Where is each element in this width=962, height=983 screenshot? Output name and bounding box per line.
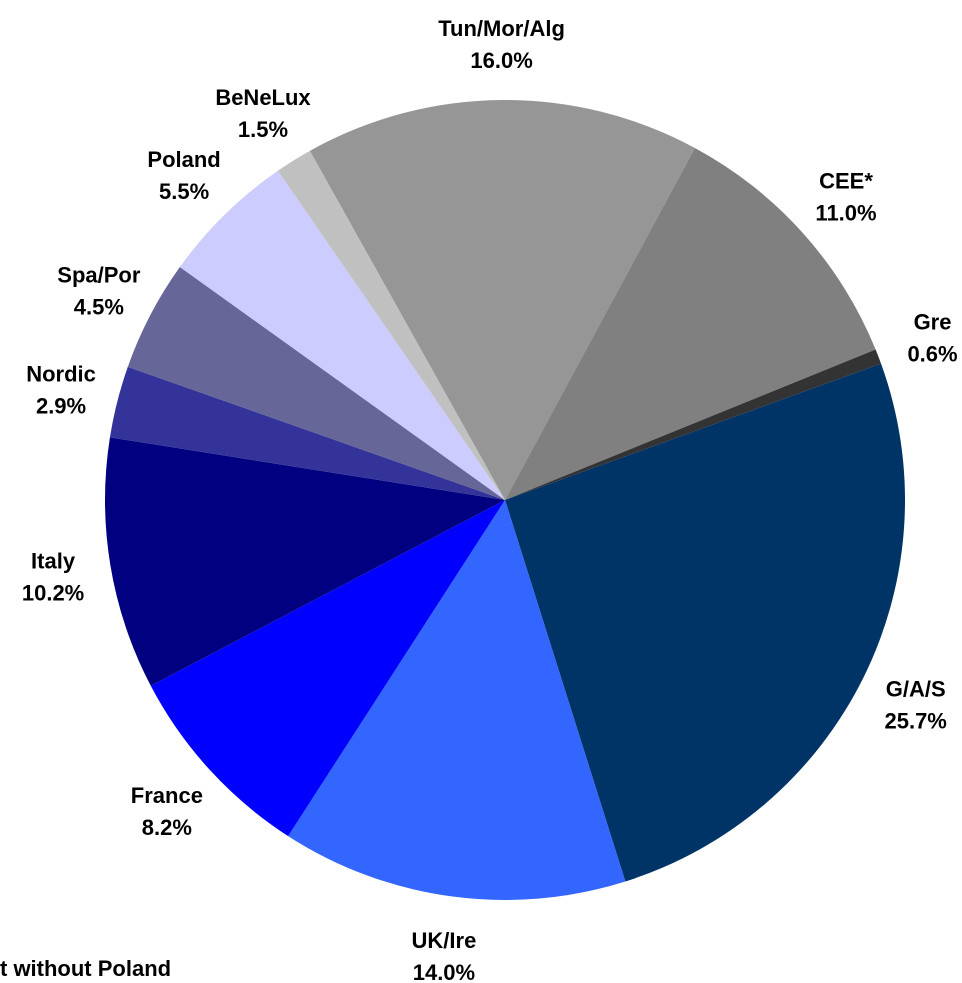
slice-value-label: 8.2% [142, 815, 192, 840]
slice-value-label: 1.5% [238, 117, 288, 142]
slice-value-label: 4.5% [74, 294, 124, 319]
slice-label: France [131, 783, 203, 808]
slice-value-label: 5.5% [159, 179, 209, 204]
pie-slice [277, 150, 505, 500]
pie-slice [309, 100, 695, 501]
pie-slice [150, 500, 506, 837]
pie-slice [505, 349, 882, 500]
pie-slice [505, 363, 905, 882]
slice-label: UK/Ire [412, 928, 477, 953]
pie-slice [505, 147, 876, 500]
pie-slice [105, 437, 505, 686]
slice-value-label: 16.0% [470, 48, 532, 73]
slice-label: BeNeLux [215, 85, 311, 110]
slice-value-label: 25.7% [884, 709, 946, 734]
slice-value-label: 14.0% [413, 960, 475, 983]
slice-label: CEE* [819, 168, 873, 193]
pie-slice [179, 170, 505, 501]
slice-label: Spa/Por [57, 262, 141, 287]
pie-slice [109, 366, 505, 500]
footnote: t without Poland [0, 956, 171, 981]
slice-value-label: 11.0% [815, 200, 876, 225]
slice-label: Tun/Mor/Alg [438, 16, 565, 41]
slice-label: G/A/S [886, 677, 946, 702]
slice-label: Poland [147, 147, 220, 172]
slice-label: Nordic [26, 361, 96, 386]
slice-label: Italy [31, 548, 76, 573]
pie-slice [288, 500, 626, 901]
slice-value-label: 2.9% [36, 393, 86, 418]
pie-slice [127, 267, 505, 500]
slice-label: Gre [914, 310, 952, 335]
slice-value-label: 10.2% [22, 580, 84, 605]
slice-value-label: 0.6% [907, 342, 957, 367]
